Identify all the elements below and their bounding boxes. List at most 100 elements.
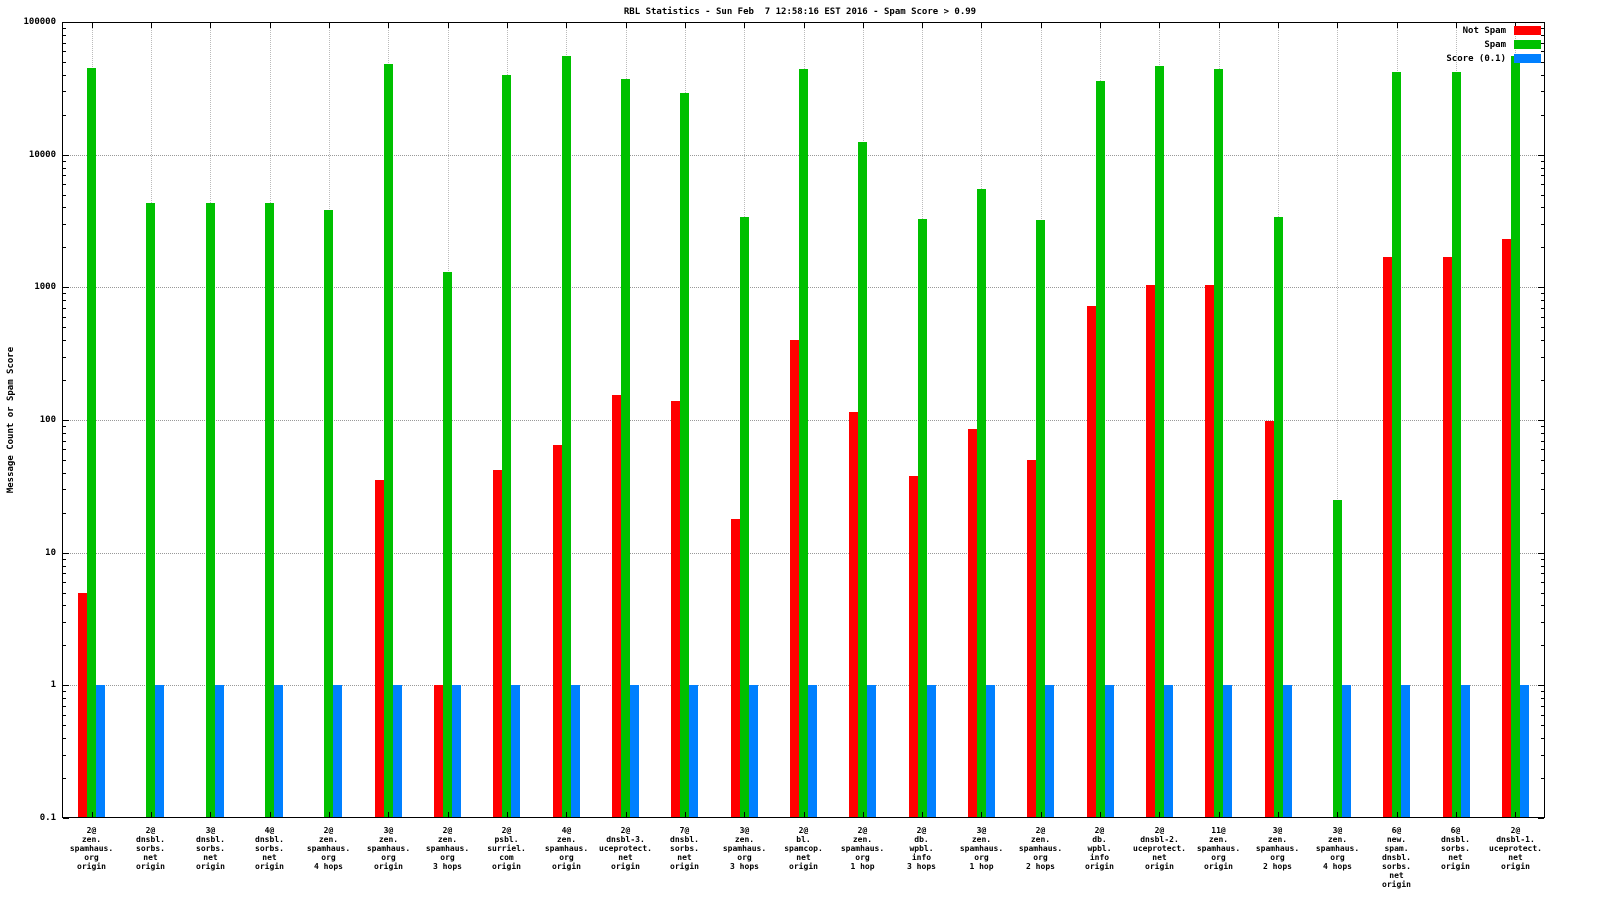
bar-score-0-1 (274, 685, 283, 818)
x-tick-top (507, 23, 508, 28)
y-minor-tick-right (1541, 161, 1544, 162)
x-tick-top (1159, 23, 1160, 28)
x-tick-bottom (1456, 812, 1457, 817)
x-tick-top (1337, 23, 1338, 28)
x-category-label: 4@ zen. spamhaus. org origin (544, 826, 589, 871)
y-minor-tick-right (1541, 28, 1544, 29)
x-tick-bottom (151, 812, 152, 817)
bar-spam (799, 69, 808, 818)
bar-not-spam (909, 476, 918, 818)
x-tick-bottom (1397, 812, 1398, 817)
bar-not-spam (1205, 285, 1214, 818)
y-major-tick-left (63, 287, 69, 288)
y-tick-label: 10 (45, 548, 56, 558)
bar-not-spam (731, 519, 740, 818)
y-minor-tick-left (63, 293, 66, 294)
bar-spam (1036, 220, 1045, 818)
x-category-label: 3@ dnsbl. sorbs. net origin (196, 826, 225, 871)
legend-swatch (1514, 54, 1541, 63)
bar-score-0-1 (1045, 685, 1054, 818)
x-category-label: 2@ zen. spamhaus. org 3 hops (425, 826, 470, 871)
x-tick-top (1397, 23, 1398, 28)
x-tick-bottom (804, 812, 805, 817)
x-tick-top (566, 23, 567, 28)
x-tick-bottom (507, 812, 508, 817)
legend: Not Spam Spam Score (0.1) (1446, 26, 1541, 68)
x-tick-top (1219, 23, 1220, 28)
legend-swatch (1514, 26, 1541, 35)
x-tick-bottom (1159, 812, 1160, 817)
y-minor-tick-right (1541, 559, 1544, 560)
y-minor-tick-left (63, 755, 66, 756)
y-minor-tick-left (63, 247, 66, 248)
x-tick-bottom (92, 812, 93, 817)
x-tick-top (1515, 23, 1516, 28)
bar-score-0-1 (808, 685, 817, 818)
x-tick-bottom (1041, 812, 1042, 817)
y-minor-tick-left (63, 715, 66, 716)
y-minor-tick-right (1541, 340, 1544, 341)
y-major-tick-right (1538, 155, 1544, 156)
y-minor-tick-left (63, 622, 66, 623)
bar-not-spam (1146, 285, 1155, 818)
y-minor-tick-right (1541, 573, 1544, 574)
bar-spam (1392, 72, 1401, 818)
y-minor-tick-left (63, 43, 66, 44)
x-tick-top (448, 23, 449, 28)
y-minor-tick-left (63, 559, 66, 560)
x-tick-bottom (388, 812, 389, 817)
y-minor-tick-right (1541, 706, 1544, 707)
legend-swatch (1514, 40, 1541, 49)
x-category-label: 11@ zen. spamhaus. org origin (1196, 826, 1241, 871)
bar-spam (443, 272, 452, 818)
x-tick-bottom (744, 812, 745, 817)
y-major-tick-right (1538, 685, 1544, 686)
y-minor-tick-right (1541, 62, 1544, 63)
bar-spam (680, 93, 689, 818)
x-tick-top (922, 23, 923, 28)
bar-score-0-1 (393, 685, 402, 818)
y-minor-tick-right (1541, 566, 1544, 567)
y-minor-tick-right (1541, 698, 1544, 699)
x-tick-top (151, 23, 152, 28)
y-minor-tick-left (63, 605, 66, 606)
bar-score-0-1 (1520, 685, 1529, 818)
y-minor-tick-left (63, 566, 66, 567)
y-minor-tick-left (63, 513, 66, 514)
bar-score-0-1 (452, 685, 461, 818)
bar-not-spam (1087, 306, 1096, 818)
y-minor-tick-right (1541, 247, 1544, 248)
x-category-label: 2@ db. wpbl. info 3 hops (907, 826, 936, 871)
x-tick-top (1456, 23, 1457, 28)
y-minor-tick-left (63, 725, 66, 726)
y-major-tick-left (63, 685, 69, 686)
x-category-label: 3@ zen. spamhaus. org 1 hop (959, 826, 1004, 871)
y-minor-tick-left (63, 441, 66, 442)
y-minor-tick-right (1541, 582, 1544, 583)
legend-label: Spam (1484, 39, 1506, 50)
bar-score-0-1 (749, 685, 758, 818)
x-tick-bottom (210, 812, 211, 817)
y-minor-tick-right (1541, 75, 1544, 76)
y-minor-tick-right (1541, 357, 1544, 358)
y-minor-tick-left (63, 175, 66, 176)
y-minor-tick-left (63, 168, 66, 169)
x-tick-top (388, 23, 389, 28)
y-minor-tick-left (63, 357, 66, 358)
y-major-tick-left (63, 22, 69, 23)
y-minor-tick-right (1541, 51, 1544, 52)
bar-spam (918, 219, 927, 818)
y-minor-tick-right (1541, 715, 1544, 716)
bar-score-0-1 (333, 685, 342, 818)
y-tick-label: 10000 (28, 150, 56, 160)
x-tick-bottom (1100, 812, 1101, 817)
y-minor-tick-right (1541, 778, 1544, 779)
bar-spam (621, 79, 630, 818)
y-minor-tick-left (63, 489, 66, 490)
y-major-tick-left (63, 155, 69, 156)
y-major-tick-right (1538, 287, 1544, 288)
y-minor-tick-right (1541, 317, 1544, 318)
bar-not-spam (78, 593, 87, 818)
y-minor-tick-left (63, 426, 66, 427)
y-minor-tick-right (1541, 327, 1544, 328)
